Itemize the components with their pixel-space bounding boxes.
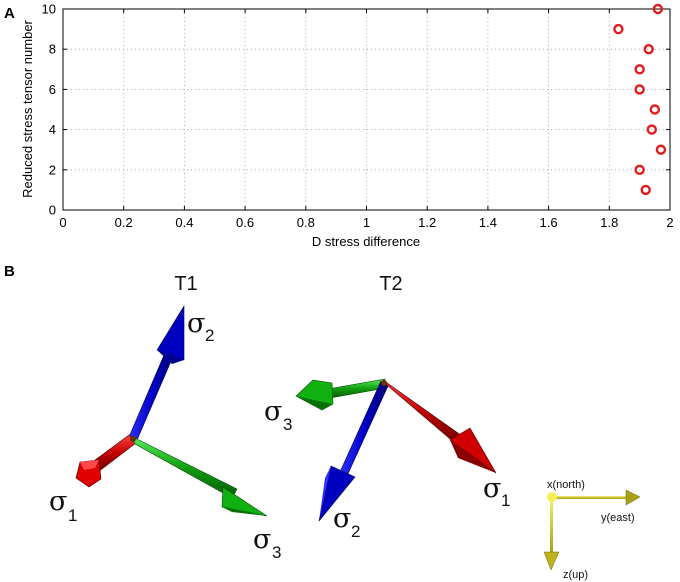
data-point xyxy=(613,23,624,35)
tensor-t1-title: T1 xyxy=(174,273,197,295)
north-axis-label: x(north) xyxy=(547,479,585,491)
svg-text:σ: σ xyxy=(333,503,351,534)
svg-text:σ: σ xyxy=(253,524,271,555)
orientation-axes: x(north) y(east) z(up) xyxy=(543,479,641,581)
x-tick-label: 1.6 xyxy=(540,215,558,230)
x-axis-label: D stress difference xyxy=(312,234,420,249)
data-point xyxy=(643,44,654,55)
data-point xyxy=(649,104,661,115)
y-tick-label: 4 xyxy=(49,122,56,137)
data-point xyxy=(634,64,645,75)
t2-origin xyxy=(381,380,387,386)
svg-text:1: 1 xyxy=(501,491,510,510)
svg-text:σ: σ xyxy=(483,473,501,504)
t1-origin xyxy=(130,436,136,442)
t1-sigma3-label: σ 3 xyxy=(253,524,281,562)
x-tick-label: 1.2 xyxy=(418,215,436,230)
panel-b-letter: B xyxy=(4,263,15,280)
panel-a-letter: A xyxy=(4,5,15,22)
scatter-chart: 0 0.2 0.4 0.6 0.8 1 1.2 1.4 1.6 1.8 2 0 2 4 6 8 10 D st… xyxy=(20,2,674,250)
tensor-t1: T1 σ 1 σ 2 σ 3 xyxy=(49,273,281,562)
data-point xyxy=(634,164,645,176)
x-tick-label: 1.8 xyxy=(600,215,618,230)
chart-grid xyxy=(63,9,670,210)
x-ticks: 0 0.2 0.4 0.6 0.8 1 1.2 1.4 1.6 1.8 2 xyxy=(59,9,674,230)
y-tick-label: 2 xyxy=(49,162,56,177)
x-tick-label: 1 xyxy=(363,215,370,230)
x-tick-label: 0.2 xyxy=(115,215,133,230)
data-point xyxy=(646,124,657,135)
t2-sigma2-arrow xyxy=(318,380,389,522)
y-ticks: 0 2 4 6 8 10 xyxy=(42,2,670,218)
y-tick-label: 10 xyxy=(42,2,56,17)
data-point xyxy=(640,184,651,196)
svg-text:3: 3 xyxy=(283,415,292,434)
t1-sigma1-label: σ 1 xyxy=(49,486,77,525)
x-tick-label: 2 xyxy=(666,215,673,230)
data-point xyxy=(634,84,645,95)
x-tick-label: 0 xyxy=(59,215,66,230)
svg-text:2: 2 xyxy=(205,326,214,345)
east-axis-label: y(east) xyxy=(601,512,635,524)
t2-sigma1-arrow xyxy=(382,379,497,474)
svg-text:σ: σ xyxy=(187,308,205,339)
t2-sigma3-arrow xyxy=(295,378,387,411)
x-tick-label: 1.4 xyxy=(479,215,497,230)
up-axis-label: z(up) xyxy=(563,569,588,581)
svg-text:2: 2 xyxy=(351,522,360,541)
north-axis-dot xyxy=(547,492,557,502)
x-tick-label: 0.6 xyxy=(236,215,254,230)
up-axis-arrow xyxy=(543,498,560,571)
tensor-t2-title: T2 xyxy=(379,273,402,295)
y-tick-label: 0 xyxy=(49,203,56,218)
data-point xyxy=(655,144,667,155)
t2-sigma3-label: σ 3 xyxy=(264,396,292,434)
svg-text:σ: σ xyxy=(49,486,67,517)
t2-sigma2-label: σ 2 xyxy=(333,503,360,541)
tensor-t2: T2 σ 1 σ 2 σ 3 xyxy=(264,273,510,541)
y-axis-label: Reduced stress tensor number xyxy=(20,19,35,197)
east-axis-arrow xyxy=(552,489,641,506)
svg-text:σ: σ xyxy=(264,396,282,427)
data-points xyxy=(613,3,667,196)
x-tick-label: 0.4 xyxy=(175,215,193,230)
y-tick-label: 8 xyxy=(49,42,56,57)
t2-sigma1-label: σ 1 xyxy=(483,473,510,510)
t1-sigma3-arrow xyxy=(130,435,268,517)
data-point xyxy=(652,3,664,15)
x-tick-label: 0.8 xyxy=(297,215,315,230)
t1-sigma2-arrow xyxy=(128,304,185,441)
t1-sigma2-label: σ 2 xyxy=(187,308,214,345)
svg-text:1: 1 xyxy=(68,506,77,525)
y-tick-label: 6 xyxy=(49,82,56,97)
t1-sigma1-arrow xyxy=(75,434,137,488)
svg-text:3: 3 xyxy=(272,543,281,562)
